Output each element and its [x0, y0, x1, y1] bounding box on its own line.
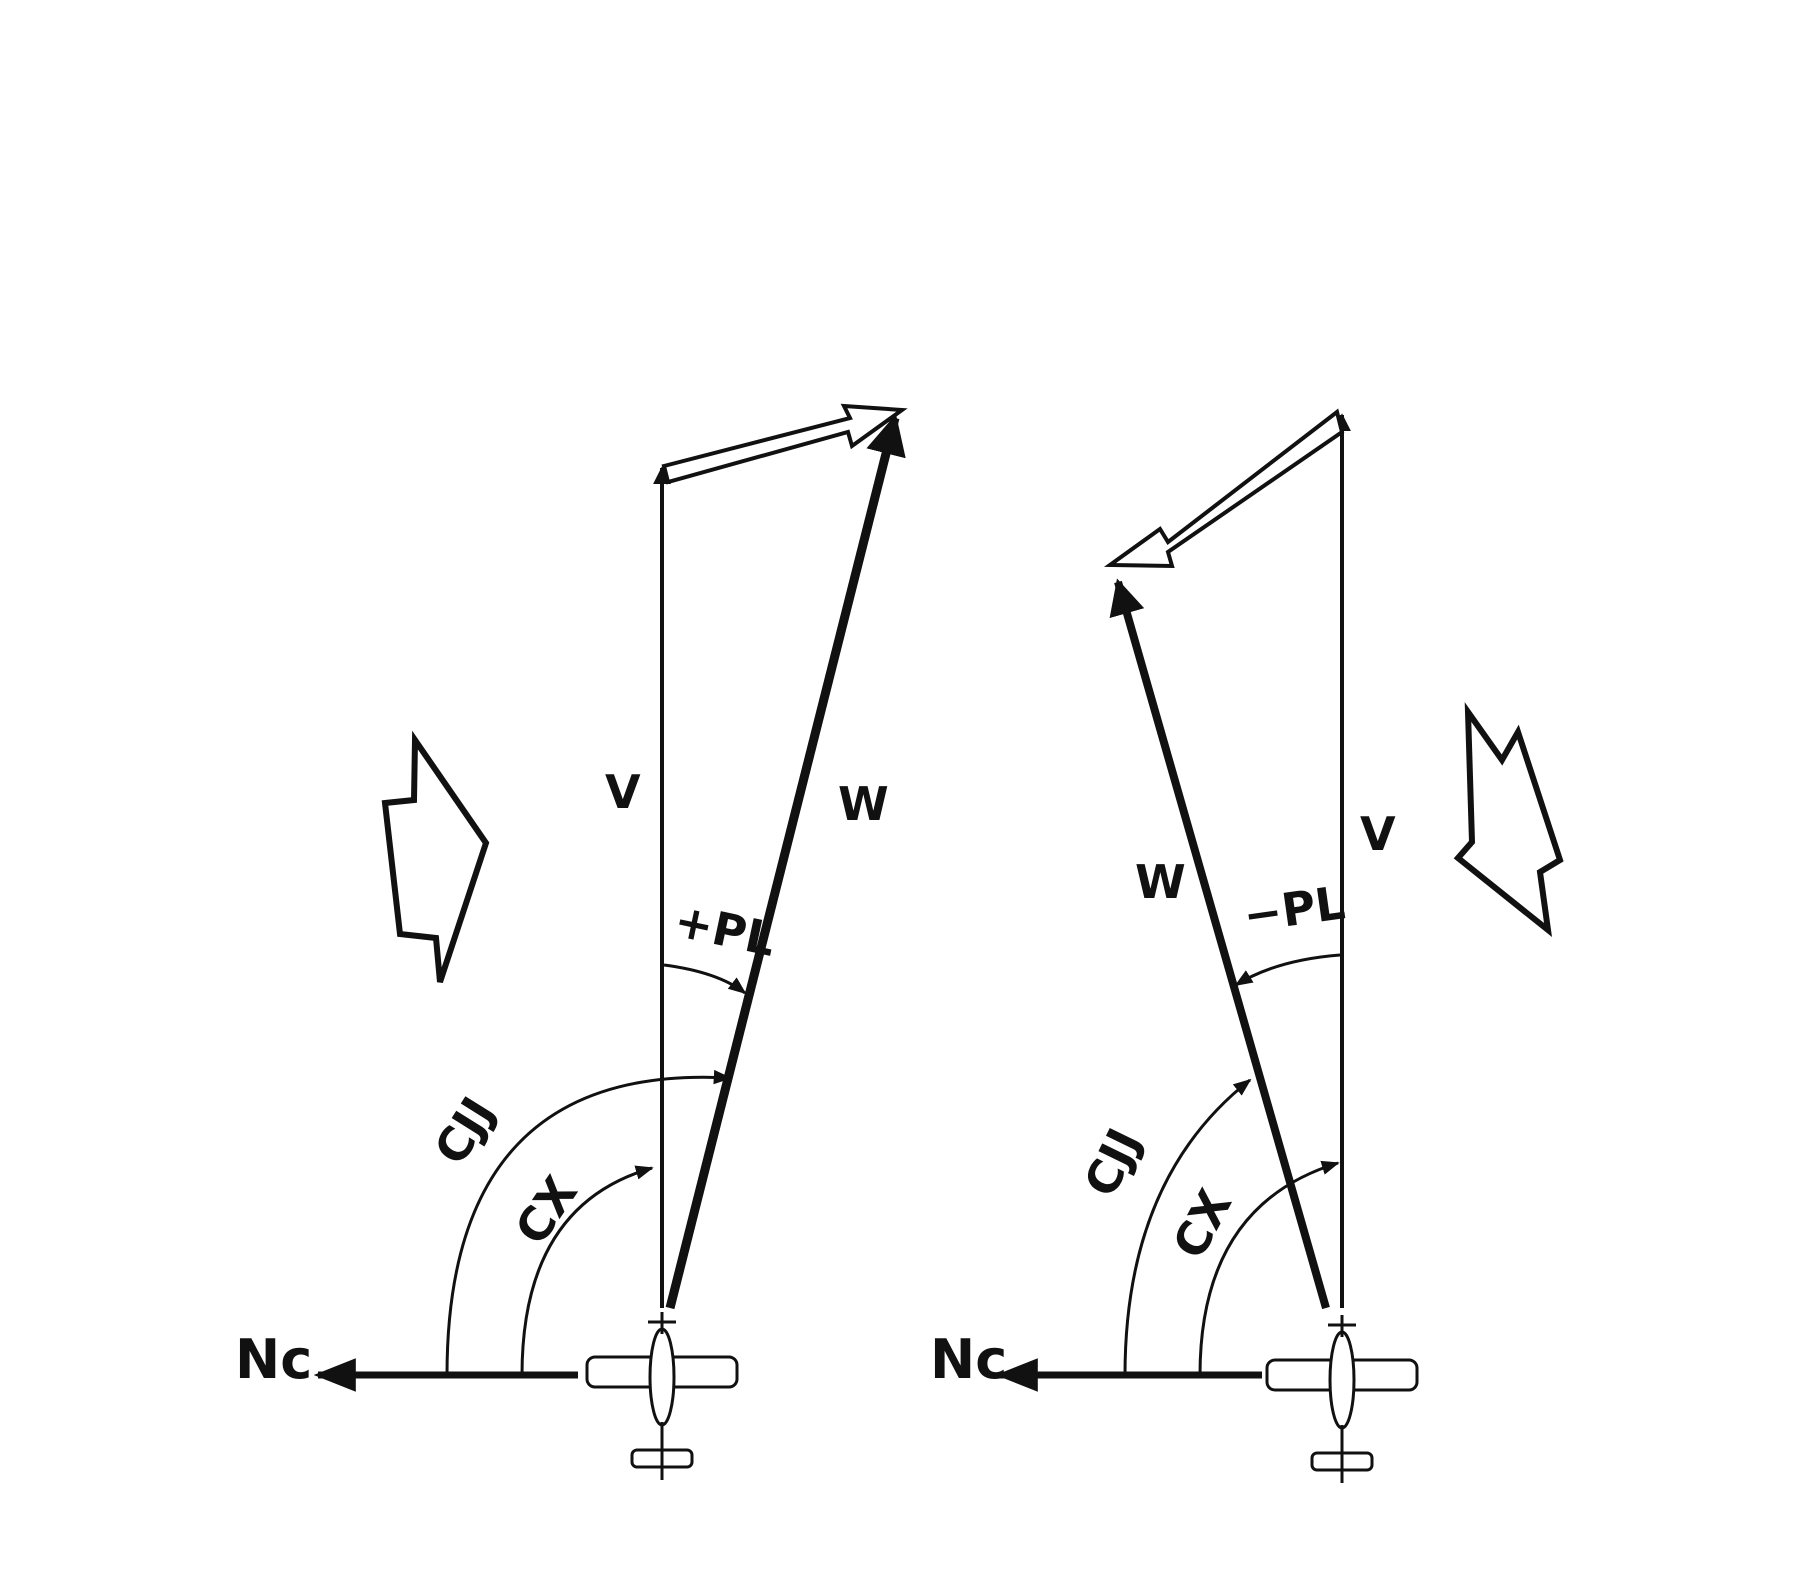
right-pl-arc [1234, 953, 1341, 987]
left-label-pl: +PL [670, 893, 781, 967]
left-label-w: W [838, 777, 889, 831]
right-label-cx: CX [1162, 1181, 1242, 1267]
left-wind-direction-icon [381, 730, 490, 983]
left-pl-arc [663, 963, 747, 995]
right-label-cjj: CJJ [1073, 1120, 1151, 1205]
left-cjj-arc [445, 1069, 732, 1376]
right-label-v: V [1360, 807, 1396, 861]
left-label-nc: Nc [235, 1328, 312, 1391]
right-diagram: V W −PL CJJ CX Nc [930, 408, 1564, 1483]
left-cx-arc [520, 1165, 654, 1376]
right-wind-vector-icon [1103, 408, 1345, 569]
right-wind-direction-icon [1453, 702, 1564, 938]
left-label-cx: CX [504, 1167, 587, 1255]
left-diagram: V W +PL CJJ CX Nc [235, 403, 908, 1480]
left-airplane-icon [585, 1312, 739, 1480]
right-airplane-icon [1265, 1315, 1419, 1483]
right-label-nc: Nc [930, 1328, 1007, 1391]
left-wind-vector-icon [661, 403, 908, 485]
right-cx-arc [1198, 1160, 1340, 1376]
right-label-w: W [1135, 855, 1186, 909]
right-label-pl: −PL [1240, 875, 1348, 943]
right-cjj-arc [1123, 1078, 1252, 1376]
left-label-v: V [605, 765, 641, 819]
right-w-vector [1109, 578, 1330, 1310]
left-w-vector [665, 414, 906, 1310]
left-label-cjj: CJJ [424, 1088, 506, 1174]
